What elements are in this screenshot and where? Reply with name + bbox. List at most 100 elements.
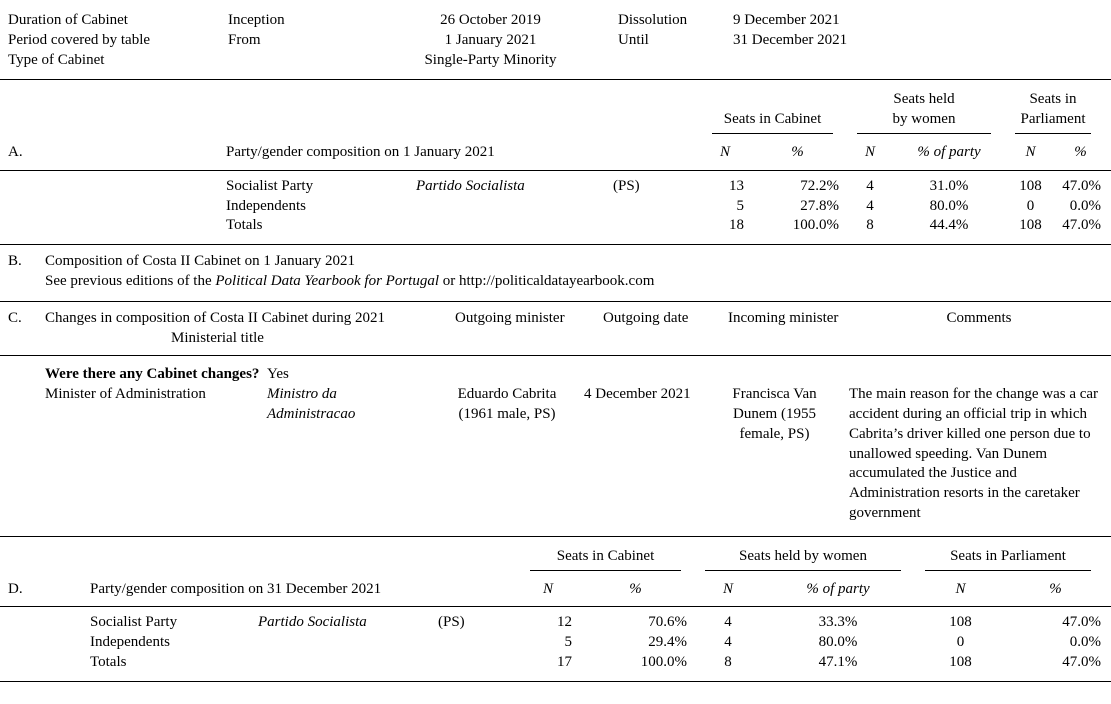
ministerial-title-native: Ministro da Administracao [267, 386, 356, 422]
party-name: Independents [226, 197, 306, 214]
section-c-title: Changes in composition of Costa II Cabin… [45, 309, 385, 326]
col-header-women-n: N [722, 580, 733, 597]
parliament-pct: 47.0% [1062, 614, 1101, 631]
col-group-label: Seats in Cabinet [723, 111, 822, 128]
cabinet-pct: 72.2% [800, 177, 839, 194]
section-d-header: Seats in Cabinet Seats held by women Sea… [0, 537, 1111, 607]
col-header-parliament-n: N [1025, 143, 1036, 160]
party-native-name [416, 216, 613, 236]
cabinet-meta-block: Duration of Cabinet Inception 26 October… [0, 6, 1111, 79]
until-value: 31 December 2021 [733, 31, 848, 48]
cabinet-n: 5 [736, 197, 745, 214]
section-a-table: Socialist Party Partido Socialista (PS) … [0, 171, 1111, 244]
col-header-comments: Comments [946, 309, 1012, 326]
divider [0, 355, 1111, 357]
parliament-pct: 0.0% [1069, 634, 1101, 651]
women-pct: 80.0% [929, 197, 969, 214]
women-pct: 47.1% [818, 653, 858, 670]
col-group-label: Seats held by women [739, 547, 867, 564]
dissolution-value: 9 December 2021 [733, 12, 840, 28]
period-label: Period covered by table [8, 31, 151, 48]
col-group-label-line2: by women [892, 111, 956, 128]
section-a-label: A. [8, 143, 23, 160]
party-name: Socialist Party [226, 177, 314, 194]
section-d-table: Socialist Party Partido Socialista (PS) … [0, 607, 1111, 680]
cabinet-n: 12 [557, 614, 572, 631]
type-value: Single-Party Minority [424, 51, 557, 68]
section-b: B. Composition of Costa II Cabinet on 1 … [0, 245, 1111, 301]
women-n: 4 [724, 614, 732, 631]
col-group-seats-in-cabinet: Seats in Cabinet [712, 90, 833, 134]
section-a-header: Seats in Cabinet Seats held by women Sea… [0, 80, 1111, 169]
until-label: Until [618, 31, 649, 48]
party-native-name [416, 197, 613, 217]
women-pct: 31.0% [929, 177, 969, 194]
from-label: From [228, 31, 261, 48]
party-native-name [258, 633, 438, 653]
section-a-title: Party/gender composition on 1 January 20… [226, 143, 495, 160]
divider [0, 169, 1111, 171]
divider [0, 606, 1111, 608]
cabinet-pct: 70.6% [648, 614, 687, 631]
party-abbr [438, 653, 518, 673]
section-c-table: Were there any Cabinet changes? Yes Mini… [0, 356, 1111, 535]
col-group-seats-in-cabinet: Seats in Cabinet [530, 547, 681, 571]
women-n: 8 [724, 653, 732, 670]
note-journal-name: Political Data Yearbook for Portugal [215, 272, 440, 289]
party-native-name: Partido Socialista [258, 614, 367, 631]
col-header-parliament-pct: % [1049, 580, 1062, 597]
col-header-cabinet-n: N [719, 143, 730, 160]
women-n: 8 [866, 217, 874, 234]
col-group-label-line2: Parliament [1020, 111, 1086, 128]
col-group-seats-in-parliament: Seats in Parliament [1015, 90, 1091, 134]
women-pct: 33.3% [818, 614, 858, 631]
women-pct: 80.0% [818, 634, 858, 651]
party-native-name: Partido Socialista [416, 177, 525, 194]
col-group-label-line1: Seats held [893, 91, 955, 108]
parliament-n: 0 [1026, 197, 1035, 214]
cabinet-pct: 27.8% [800, 197, 839, 214]
col-header-incoming-minister: Incoming minister [728, 309, 839, 326]
col-header-women-pct: % of party [917, 143, 981, 160]
party-abbr [613, 216, 700, 236]
dissolution-label: Dissolution [618, 12, 688, 28]
col-header-cabinet-pct: % [791, 143, 804, 160]
col-group-label: Seats in Parliament [950, 547, 1066, 564]
section-c-label: C. [8, 309, 22, 326]
party-native-name [258, 653, 438, 673]
col-header-cabinet-n: N [542, 580, 553, 597]
parliament-pct: 47.0% [1062, 217, 1101, 234]
col-header-women-pct: % of party [806, 580, 870, 597]
parliament-n: 0 [956, 634, 965, 651]
women-n: 4 [724, 634, 732, 651]
divider [0, 244, 1111, 246]
col-header-outgoing-date: Outgoing date [603, 309, 689, 326]
parliament-n: 108 [1019, 217, 1042, 234]
cabinet-n: 18 [729, 217, 744, 234]
party-abbr: (PS) [438, 614, 465, 631]
type-label: Type of Cabinet [8, 51, 105, 68]
col-group-seats-held-by-women: Seats held by women [857, 90, 991, 134]
note-prefix: See previous editions of the [45, 272, 216, 289]
party-abbr: (PS) [613, 177, 640, 194]
duration-label: Duration of Cabinet [8, 12, 128, 28]
parliament-n: 108 [1019, 177, 1042, 194]
outgoing-minister-name: Eduardo Cabrita [457, 386, 557, 403]
col-header-outgoing-minister: Outgoing minister [455, 309, 565, 326]
yearbook-url-link[interactable]: http://politicaldatayearbook.com [459, 272, 655, 289]
section-d-title: Party/gender composition on 31 December … [90, 580, 382, 597]
party-name: Totals [226, 217, 263, 234]
parliament-n: 108 [949, 614, 972, 631]
outgoing-date: 4 December 2021 [584, 386, 691, 403]
section-d-label: D. [8, 580, 23, 597]
women-pct: 44.4% [929, 217, 969, 234]
party-abbr [613, 197, 700, 217]
cabinet-n: 17 [557, 653, 572, 670]
cabinet-n: 13 [729, 177, 744, 194]
cabinet-pct: 29.4% [648, 634, 687, 651]
incoming-minister: Francisca Van Dunem (1955 female, PS) [732, 386, 817, 442]
party-name: Independents [90, 634, 170, 651]
from-value: 1 January 2021 [444, 31, 537, 48]
col-header-women-n: N [864, 143, 875, 160]
parliament-pct: 47.0% [1062, 653, 1101, 670]
